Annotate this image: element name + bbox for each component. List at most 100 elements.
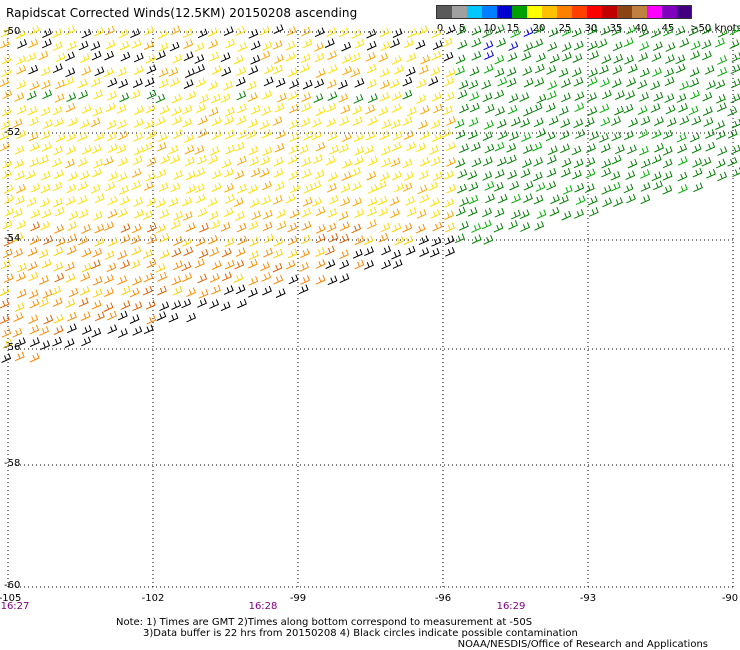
wind-barb [483,235,494,245]
wind-barb [272,116,283,126]
wind-barb [377,195,388,206]
wind-barb [406,106,417,117]
wind-barb [247,288,258,298]
wind-barb [173,211,184,221]
lat-label-54: -54 [4,233,21,244]
wind-barb [391,103,402,113]
wind-barb [65,195,76,206]
wind-barb [90,259,101,270]
wind-barb [547,41,558,52]
wind-barb [236,155,247,166]
wind-barb [249,198,260,208]
wind-barb [638,27,649,38]
wind-barb [366,219,377,230]
wind-barb [639,92,649,102]
wind-barb [185,68,195,78]
wind-barb [380,146,391,156]
wind-barb [381,119,392,130]
wind-barb [116,144,127,154]
wind-barb [350,67,361,78]
wind-barb [376,180,387,190]
wind-barb [78,208,89,219]
wind-barb [300,26,311,37]
wind-barb [379,130,390,141]
wind-barb [430,66,441,77]
wind-barb [651,171,662,182]
wind-barb [416,142,426,153]
wind-barb [522,107,533,117]
wind-barb [315,259,326,269]
wind-barb [41,28,52,39]
wind-barb [482,28,493,38]
wind-barb [53,313,64,324]
wind-barb [341,54,352,64]
wind-barb [521,132,532,142]
wind-barb [248,29,259,39]
wind-barb [303,130,314,141]
legend-swatch [602,6,617,18]
credit-text: NOAA/NESDIS/Office of Research and Appli… [457,639,708,650]
wind-barb [198,249,209,259]
wind-barb [715,37,725,48]
wind-barb [105,25,115,36]
wind-barb [66,132,77,142]
wind-barb [545,131,556,142]
wind-barb [431,28,442,39]
wind-barb [80,53,90,63]
wind-barb [41,142,52,152]
wind-barb [65,298,76,309]
wind-barb [40,171,51,181]
wind-barb [363,235,374,246]
wind-barb [601,54,612,64]
wind-barb [338,143,349,154]
wind-barb [81,104,92,114]
wind-barb [274,142,285,153]
wind-barb [298,284,309,295]
wind-barb [142,210,153,221]
wind-barb [428,145,439,156]
wind-barb [651,154,662,165]
wind-barb [589,131,599,141]
wind-barb [532,171,543,182]
time-label-1628: 16:28 [248,601,278,612]
wind-barb [601,167,612,178]
legend-swatch [587,6,602,18]
wind-barb [467,170,478,180]
wind-barb [548,115,559,126]
wind-barb [246,80,257,91]
wind-barb [81,66,92,76]
wind-barb [262,146,273,156]
wind-barb [627,63,638,74]
wind-barb [289,79,300,89]
wind-barb [599,103,610,114]
wind-barb [640,182,651,192]
wind-barb [587,92,597,102]
wind-barb [314,27,325,38]
wind-barb [311,130,322,141]
wind-barb [548,27,559,38]
lat-label-56: -56 [4,342,21,353]
wind-barb [587,25,598,36]
wind-barb [27,105,38,116]
wind-barb [171,106,182,116]
wind-barb [80,272,91,282]
wind-barb [650,80,661,91]
wind-barb [93,159,103,169]
wind-barb [143,324,154,335]
legend-color-bar [436,5,692,19]
wind-barb [510,116,521,127]
wind-barb [0,259,11,270]
wind-barb [159,249,170,260]
wind-barb [625,90,636,100]
wind-barb [155,198,166,208]
wind-barb [676,132,687,143]
wind-barb [225,144,235,155]
wind-barb [560,118,571,128]
wind-barbs [0,24,740,363]
wind-barb [13,232,24,242]
wind-barb [637,105,648,115]
wind-barb [650,28,661,38]
wind-barb [182,28,193,39]
wind-barb [275,288,286,298]
wind-barb [701,24,712,35]
